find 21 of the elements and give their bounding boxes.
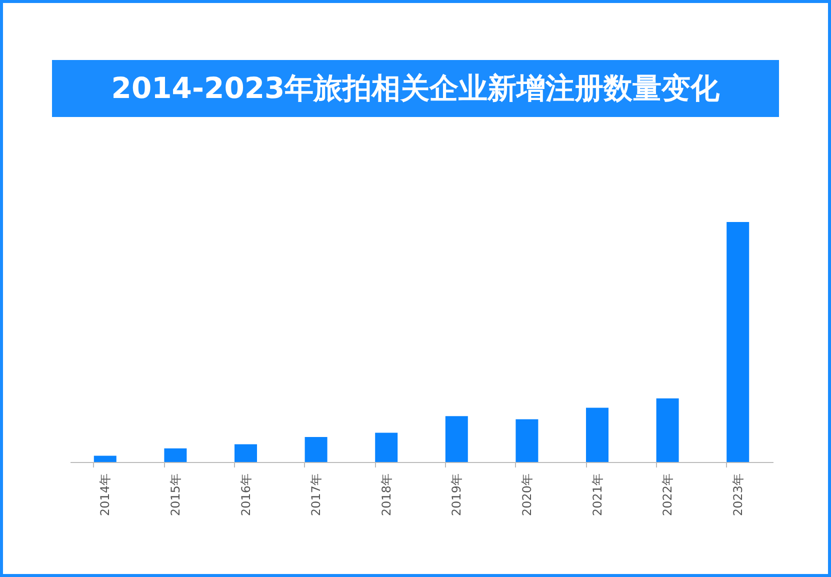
chart-title: 2014-2023年旅拍相关企业新增注册数量变化 [52, 60, 779, 117]
x-tick-label: 2016年 [238, 474, 253, 516]
bar [164, 448, 187, 462]
bar [445, 416, 468, 462]
bar [726, 222, 750, 462]
x-tick-label: 2017年 [309, 474, 324, 516]
x-tick-label: 2015年 [168, 474, 182, 516]
bar [304, 437, 328, 462]
x-tick-label: 2023年 [730, 474, 745, 516]
bar [234, 444, 257, 462]
x-tick-label: 2014年 [98, 474, 112, 516]
bar [586, 408, 608, 462]
x-tick-label: 2020年 [520, 474, 534, 516]
x-tick-label: 2018年 [379, 474, 394, 516]
bar [516, 419, 538, 462]
bar [656, 398, 679, 462]
x-tick-label: 2019年 [450, 474, 464, 516]
x-tick-label: 2021年 [590, 474, 604, 516]
bar [375, 432, 398, 462]
bar [94, 456, 116, 462]
x-tick-label: 2022年 [660, 474, 675, 516]
